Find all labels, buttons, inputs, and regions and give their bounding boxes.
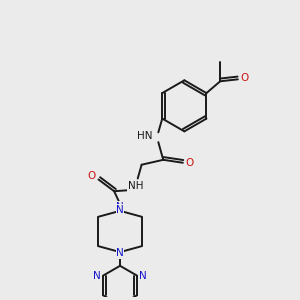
Text: N: N — [139, 271, 147, 281]
Text: N: N — [116, 248, 124, 258]
Text: N: N — [116, 202, 124, 212]
Text: NH: NH — [128, 181, 143, 191]
Text: O: O — [241, 74, 249, 83]
Text: N: N — [93, 271, 101, 281]
Text: N: N — [116, 205, 124, 215]
Text: HN: HN — [137, 131, 152, 141]
Text: O: O — [88, 172, 96, 182]
Text: O: O — [186, 158, 194, 168]
